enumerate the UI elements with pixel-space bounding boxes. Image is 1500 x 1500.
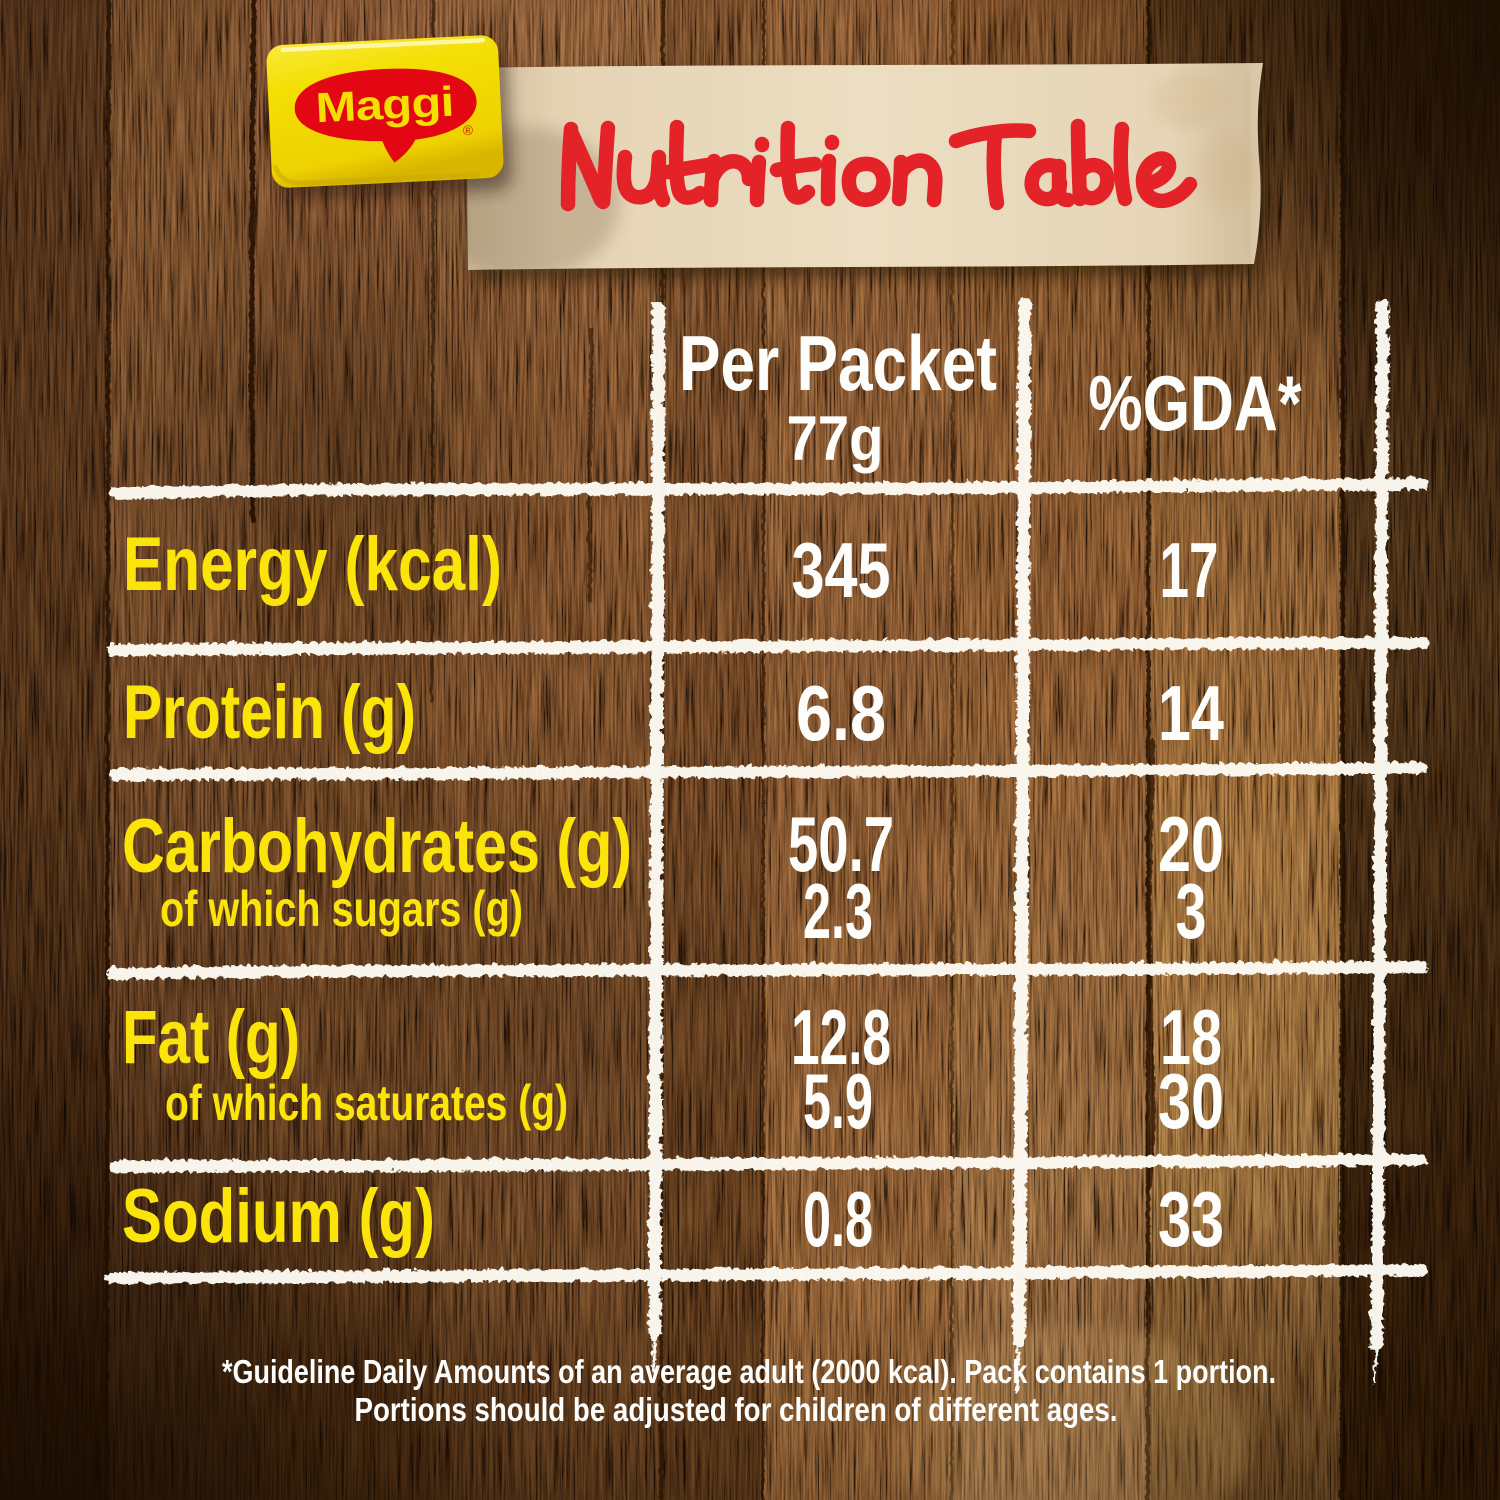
svg-text:33: 33	[1158, 1175, 1224, 1263]
svg-text:5.9: 5.9	[803, 1057, 873, 1145]
svg-text:14: 14	[1158, 669, 1224, 757]
svg-text:Fat (g): Fat (g)	[122, 995, 300, 1080]
svg-text:Protein (g): Protein (g)	[123, 670, 416, 755]
svg-text:50.7: 50.7	[788, 800, 894, 888]
svg-text:17: 17	[1160, 526, 1219, 614]
svg-text:®: ®	[462, 122, 474, 139]
svg-text:12.8: 12.8	[791, 993, 891, 1081]
svg-text:30: 30	[1158, 1057, 1224, 1145]
svg-text:of which saturates (g): of which saturates (g)	[165, 1075, 568, 1131]
svg-text:20: 20	[1158, 800, 1224, 888]
svg-text:*Guideline Daily Amounts of an: *Guideline Daily Amounts of an average a…	[222, 1353, 1276, 1390]
svg-text:2.3: 2.3	[803, 867, 873, 955]
svg-text:77g: 77g	[787, 404, 884, 474]
svg-text:345: 345	[792, 526, 891, 614]
svg-text:Carbohydrates (g): Carbohydrates (g)	[122, 804, 632, 889]
svg-text:Energy (kcal): Energy (kcal)	[123, 522, 502, 607]
svg-text:18: 18	[1160, 993, 1222, 1081]
svg-text:Per Packet: Per Packet	[679, 319, 997, 407]
svg-text:%GDA*: %GDA*	[1089, 359, 1302, 447]
svg-text:Sodium (g): Sodium (g)	[122, 1174, 435, 1259]
svg-text:Portions should be adjusted fo: Portions should be adjusted for children…	[355, 1391, 1118, 1428]
svg-text:3: 3	[1176, 867, 1207, 955]
svg-text:of which sugars (g): of which sugars (g)	[160, 881, 523, 937]
svg-text:0.8: 0.8	[803, 1175, 873, 1263]
svg-text:Maggi: Maggi	[315, 78, 455, 132]
svg-text:6.8: 6.8	[796, 669, 886, 757]
